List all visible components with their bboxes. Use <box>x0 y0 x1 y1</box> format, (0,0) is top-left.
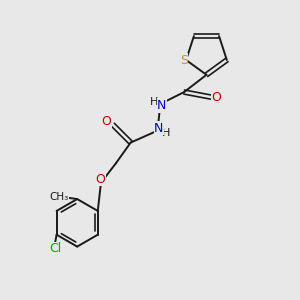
Text: O: O <box>101 115 111 128</box>
Text: CH₃: CH₃ <box>50 192 69 202</box>
Text: H: H <box>150 97 158 106</box>
Text: H: H <box>162 128 170 138</box>
Text: N: N <box>157 99 167 112</box>
Text: O: O <box>211 91 221 103</box>
Text: Cl: Cl <box>49 242 61 255</box>
Text: N: N <box>154 122 164 135</box>
Text: O: O <box>95 172 105 186</box>
Text: S: S <box>180 53 188 67</box>
